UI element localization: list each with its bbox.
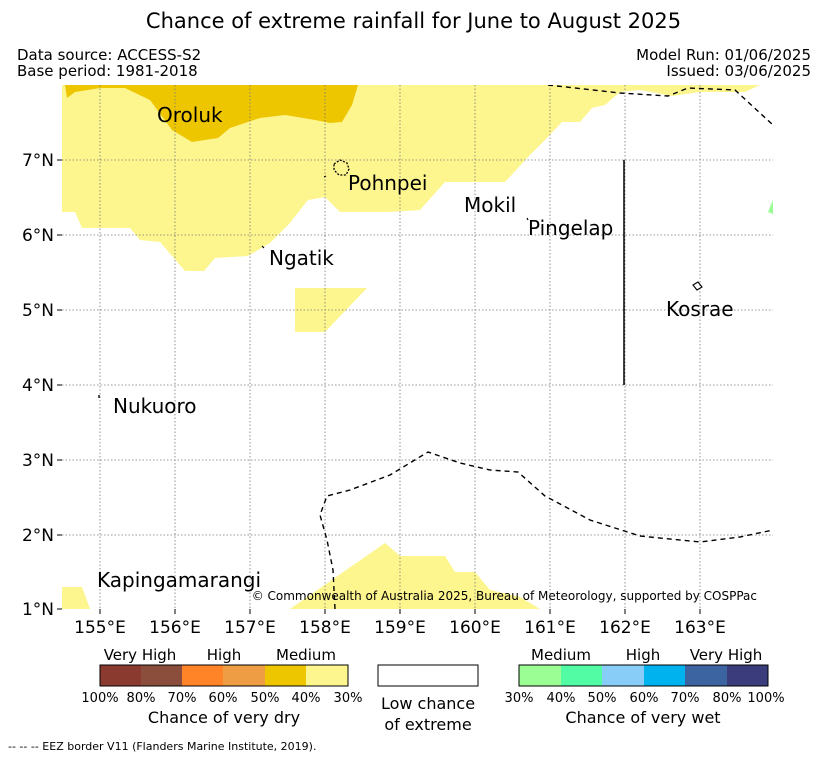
lon-label: 163°E (674, 618, 726, 638)
wet-swatch (644, 665, 685, 686)
wet-patch-east (768, 200, 773, 214)
base-period-text: Base period: 1981-2018 (17, 62, 198, 80)
wet-swatch (561, 665, 602, 686)
low-chance-legend: Low chance of extreme (377, 664, 479, 734)
place-label-kosrae: Kosrae (666, 297, 734, 321)
wet-category-label: High (626, 646, 660, 664)
lon-label: 159°E (374, 618, 426, 638)
dry-patch-ngatik (295, 288, 367, 332)
wet-category-label: Very High (690, 646, 763, 664)
wet-percent-label: 70% (671, 691, 700, 706)
dry-category-label: High (207, 646, 241, 664)
wet-percent-label: 100% (747, 691, 784, 706)
lon-label: 158°E (299, 618, 351, 638)
dry-colorbar: Very High High Medium 100% 80% 70% 60% 5… (81, 646, 362, 727)
lat-label: 5°N (22, 301, 54, 321)
dry-medium-high-region (65, 85, 358, 142)
place-label-nukuoro: Nukuoro (113, 394, 197, 418)
dry-colorbar-title: Chance of very dry (148, 708, 300, 727)
latitude-labels: 1°N 2°N 3°N 4°N 5°N 6°N 7°N (22, 151, 54, 620)
wet-colorbar-title: Chance of very wet (565, 708, 720, 727)
wet-swatch (602, 665, 644, 686)
map-title: Chance of extreme rainfall for June to A… (145, 9, 682, 33)
wet-swatch (519, 665, 561, 686)
eez-border-south (319, 451, 773, 609)
dry-percent-label: 40% (292, 691, 321, 706)
dry-category-label: Very High (104, 646, 177, 664)
dry-percent-label: 70% (168, 691, 197, 706)
dry-swatch (141, 665, 182, 686)
copyright-text: © Commonwealth of Australia 2025, Bureau… (252, 589, 757, 603)
dry-swatch (100, 665, 141, 686)
place-label-ngatik: Ngatik (269, 246, 334, 270)
lat-label: 7°N (22, 151, 54, 171)
eez-borders (319, 85, 773, 609)
wet-swatch (685, 665, 727, 686)
pohnpei-islet-mark (323, 175, 327, 178)
lon-label: 162°E (599, 618, 651, 638)
wet-percent-label: 80% (713, 691, 742, 706)
lat-label: 2°N (22, 526, 54, 546)
dry-colorbar-frame (99, 664, 349, 687)
lon-label: 155°E (74, 618, 126, 638)
dry-percent-label: 30% (334, 691, 363, 706)
lon-label: 157°E (224, 618, 276, 638)
wet-swatch (727, 665, 768, 686)
dry-swatch (223, 665, 265, 686)
dry-swatch (306, 665, 348, 686)
wet-colorbar: Medium High Very High 30% 40% 50% 60% 70… (505, 646, 785, 727)
low-chance-swatch (377, 664, 479, 687)
dry-percent-label: 60% (209, 691, 238, 706)
lat-label: 4°N (22, 376, 54, 396)
dry-percent-label: 50% (251, 691, 280, 706)
axis-ticks (57, 159, 701, 614)
wet-percent-label: 40% (547, 691, 576, 706)
wet-category-label: Medium (531, 646, 591, 664)
lon-label: 156°E (149, 618, 201, 638)
place-label-mokil: Mokil (464, 193, 516, 217)
dry-patch-southwest (62, 587, 90, 609)
eez-footnote: -- -- -- EEZ border V11 (Flanders Marine… (8, 740, 316, 753)
dry-percent-label: 80% (127, 691, 156, 706)
dry-swatch (265, 665, 306, 686)
pingelap-island-mark (526, 217, 529, 221)
issued-date-text: Issued: 03/06/2025 (666, 62, 811, 80)
dry-percent-label: 100% (81, 691, 118, 706)
pohnpei-island-shape (333, 159, 350, 176)
lon-label: 160°E (449, 618, 501, 638)
place-label-kapingamarangi: Kapingamarangi (97, 568, 261, 592)
wet-colorbar-frame (518, 664, 769, 687)
place-label-pohnpei: Pohnpei (348, 171, 428, 195)
wet-percent-label: 60% (630, 691, 659, 706)
dry-category-label: Medium (276, 646, 336, 664)
longitude-labels: 155°E 156°E 157°E 158°E 159°E 160°E 161°… (74, 618, 726, 638)
data-source-text: Data source: ACCESS-S2 (17, 46, 202, 64)
kosrae-island-shape (692, 281, 703, 291)
place-label-pingelap: Pingelap (528, 216, 613, 240)
ngatik-island-mark (261, 245, 265, 249)
dry-medium-low-region (62, 85, 760, 271)
lat-label: 3°N (22, 451, 54, 471)
place-label-oroluk: Oroluk (157, 103, 223, 127)
graticule (62, 85, 773, 609)
lat-label: 6°N (22, 226, 54, 246)
lat-label: 1°N (22, 600, 54, 620)
model-run-text: Model Run: 01/06/2025 (636, 46, 811, 64)
wet-percent-label: 30% (505, 691, 534, 706)
map-plot-area: Oroluk Pohnpei Mokil Pingelap Ngatik Kos… (62, 85, 773, 609)
lon-label: 161°E (524, 618, 576, 638)
low-chance-title-line2: of extreme (384, 715, 471, 734)
dry-swatch (182, 665, 223, 686)
dry-patch-south (290, 543, 540, 609)
low-chance-title-line1: Low chance (381, 694, 475, 713)
wet-percent-label: 50% (588, 691, 617, 706)
